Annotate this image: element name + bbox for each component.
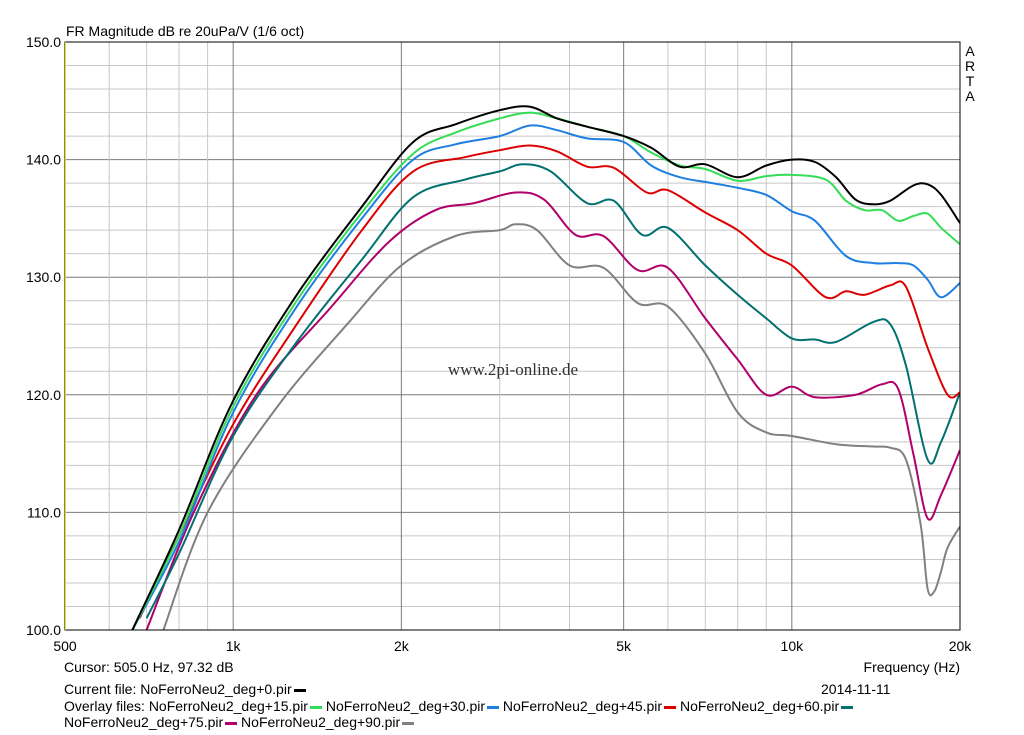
y-tick-label: 140.0 xyxy=(26,152,61,168)
measurement-date: 2014-11-11 xyxy=(821,681,891,697)
overlay-label: Overlay files: xyxy=(64,698,145,714)
series-line xyxy=(138,144,960,619)
y-tick-labels: 100.0 110.0 120.0 130.0 140.0 150.0 xyxy=(26,34,61,638)
legend-deg90-label: NoFerroNeu2_deg+90.pir xyxy=(241,714,401,730)
series-line xyxy=(131,124,960,630)
x-tick-labels: 500 1k 2k 5k 10k 20k xyxy=(53,638,972,654)
legend-deg90-swatch xyxy=(402,721,415,725)
overlay-line-2: NoFerroNeu2_deg+75.pir NoFerroNeu2_deg+9… xyxy=(64,714,415,730)
legend-item-deg45: NoFerroNeu2_deg+45.pir xyxy=(502,698,677,714)
y-tick-label: 110.0 xyxy=(27,504,61,520)
series-line xyxy=(131,105,960,630)
y-tick-label: 120.0 xyxy=(26,387,61,403)
watermark: www.2pi-online.de xyxy=(448,360,578,379)
legend-item-deg60: NoFerroNeu2_deg+60.pir xyxy=(679,698,854,714)
x-tick-label: 20k xyxy=(949,638,973,654)
arta-brand-letter: A xyxy=(965,43,975,59)
legend-deg15-label: NoFerroNeu2_deg+15.pir xyxy=(148,698,308,714)
series-line xyxy=(131,111,960,630)
y-tick-label: 130.0 xyxy=(26,269,61,285)
legend-deg45-label: NoFerroNeu2_deg+45.pir xyxy=(502,698,663,714)
chart-title: FR Magnitude dB re 20uPa/V (1/6 oct) xyxy=(66,23,304,39)
x-tick-label: 500 xyxy=(53,638,77,654)
x-axis-label: Frequency (Hz) xyxy=(864,659,960,675)
current-file: Current file: NoFerroNeu2_deg+0.pir xyxy=(64,681,306,697)
y-tick-label: 150.0 xyxy=(26,34,61,50)
legend-deg45-swatch xyxy=(664,705,677,709)
series-line xyxy=(162,223,960,630)
y-tick-label: 100.0 xyxy=(26,622,61,638)
series-line xyxy=(145,191,960,630)
x-tick-label: 5k xyxy=(616,638,632,654)
current-file-swatch xyxy=(293,688,306,692)
arta-brand-letter: R xyxy=(965,58,975,74)
legend-deg60-swatch xyxy=(841,705,854,709)
grid xyxy=(64,41,961,631)
series-line xyxy=(145,163,960,619)
legend-deg30-label: NoFerroNeu2_deg+30.pir xyxy=(325,698,486,714)
legend-item-deg75: NoFerroNeu2_deg+75.pir xyxy=(64,714,238,730)
series-layer xyxy=(131,105,960,630)
current-file-label: Current file: NoFerroNeu2_deg+0.pir xyxy=(64,681,292,697)
legend-deg75-swatch xyxy=(225,721,238,725)
x-tick-label: 1k xyxy=(226,638,242,654)
x-tick-label: 10k xyxy=(781,638,805,654)
x-tick-label: 2k xyxy=(394,638,410,654)
legend-deg75-label: NoFerroNeu2_deg+75.pir xyxy=(64,714,224,730)
legend-deg15-swatch xyxy=(309,705,322,709)
legend-item-deg15: NoFerroNeu2_deg+15.pir xyxy=(149,698,322,714)
cursor-readout: Cursor: 505.0 Hz, 97.32 dB xyxy=(64,659,234,675)
plot-background xyxy=(65,42,960,630)
legend-deg30-swatch xyxy=(487,705,500,709)
overlay-line-1: Overlay files: NoFerroNeu2_deg+15.pir No… xyxy=(64,698,854,714)
legend-item-deg30: NoFerroNeu2_deg+30.pir xyxy=(325,698,500,714)
arta-brand-letter: T xyxy=(966,73,975,89)
legend-item-deg90: NoFerroNeu2_deg+90.pir xyxy=(241,714,415,730)
legend-deg60-label: NoFerroNeu2_deg+60.pir xyxy=(679,698,840,714)
arta-brand-letter: A xyxy=(965,88,975,104)
